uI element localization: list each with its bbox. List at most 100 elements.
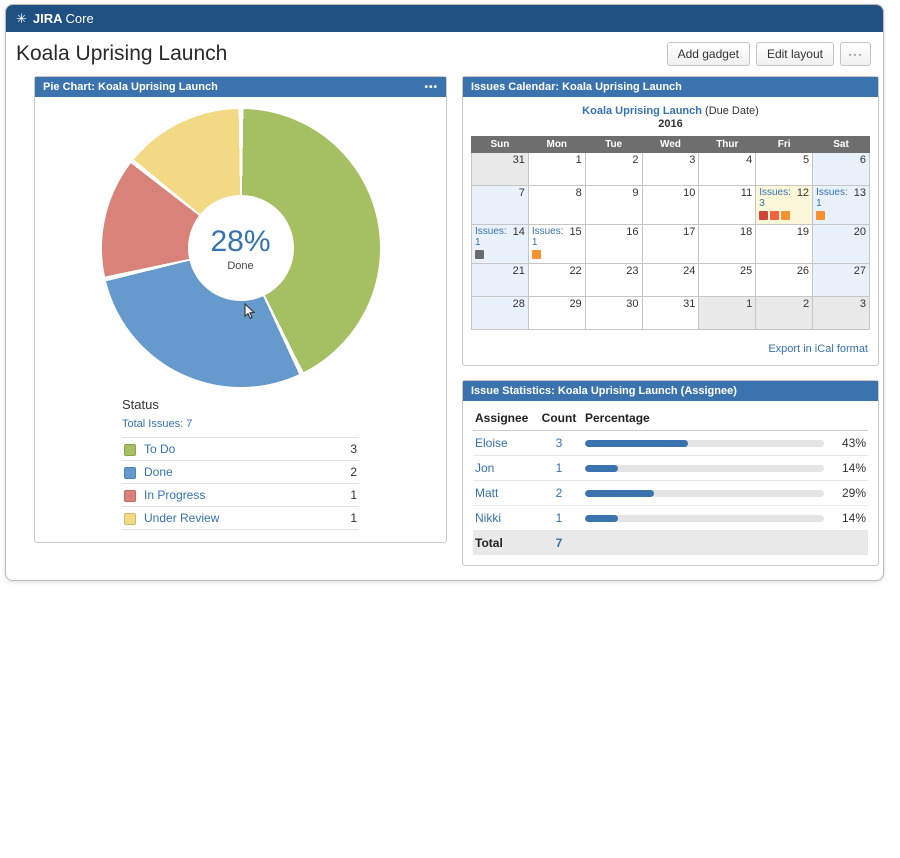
- add-gadget-button[interactable]: Add gadget: [666, 42, 750, 66]
- stats-row: Matt 2 29%: [473, 480, 868, 506]
- legend-swatch-cell: [122, 460, 142, 484]
- status-link[interactable]: Under Review: [144, 511, 220, 525]
- issue-marker-icon[interactable]: [781, 211, 791, 220]
- calendar-week-row: 21 22 23 24 25 26 27: [471, 263, 870, 297]
- percentage-cell: 29%: [583, 480, 868, 506]
- legend-label-cell: In Progress: [142, 483, 334, 507]
- calendar-day-cell: 26: [755, 263, 814, 297]
- mouse-cursor-icon: [243, 303, 255, 320]
- count-link[interactable]: 3: [555, 436, 563, 450]
- pie-gadget-title: Pie Chart: Koala Uprising Launch: [43, 81, 218, 93]
- calendar-issues-link[interactable]: Issues: 3: [759, 187, 791, 209]
- count-link[interactable]: 2: [555, 486, 563, 500]
- status-link[interactable]: To Do: [144, 442, 176, 456]
- count-link[interactable]: 1: [555, 511, 563, 525]
- percentage-bar-fill: [585, 514, 619, 522]
- issue-marker-icon[interactable]: [816, 211, 826, 220]
- count-cell: 3: [535, 430, 583, 456]
- calendar-date: 20: [853, 226, 866, 238]
- calendar-cell-top: 8: [532, 187, 582, 199]
- donut-chart-area: 28% Done: [101, 109, 380, 387]
- pie-gadget-body: 28% Done Status Total Issues: 7 To Do 3: [35, 97, 446, 542]
- calendar-day-cell: 1: [698, 296, 757, 330]
- calendar-date: 2: [802, 298, 810, 310]
- percentage-bar-track: [585, 439, 824, 447]
- calendar-cell-top: 3: [646, 154, 695, 166]
- calendar-date: 22: [569, 265, 582, 277]
- calendar-date: 28: [512, 298, 525, 310]
- project-link[interactable]: Koala Uprising Launch: [582, 105, 702, 117]
- assignee-link[interactable]: Matt: [475, 486, 499, 500]
- calendar-gadget-title: Issues Calendar: Koala Uprising Launch: [471, 81, 682, 93]
- total-issues-label: Total Issues:: [122, 418, 184, 430]
- calendar-day-cell: 7: [471, 185, 529, 225]
- calendar-day-header: Mon: [527, 136, 586, 153]
- calendar-day-cell: 11: [698, 185, 757, 225]
- calendar-day-cell: 25: [698, 263, 757, 297]
- assignee-cell: Eloise: [473, 430, 535, 456]
- calendar-table: Sun Mon Tue Wed Thur Fri Sat 31 1 2 3 4 5 6 7 …: [471, 136, 870, 330]
- issue-marker-icon[interactable]: [475, 250, 484, 259]
- assignee-link[interactable]: Eloise: [475, 436, 508, 450]
- percentage-bar-track: [585, 514, 824, 522]
- assignee-link[interactable]: Jon: [475, 461, 495, 475]
- app-window: ✳ JIRA Core Koala Uprising Launch Add gad…: [5, 4, 884, 581]
- calendar-cell-top: 26: [759, 265, 809, 277]
- count-cell: 1: [535, 505, 583, 531]
- calendar-day-cell: Issues: 1 15: [527, 224, 586, 264]
- calendar-issues-link[interactable]: Issues: 1: [531, 226, 564, 248]
- gadget-menu-button[interactable]: •••: [424, 81, 438, 93]
- pie-legend: Status Total Issues: 7 To Do 3 Done 2 In…: [122, 397, 359, 530]
- calendar-day-cell: 19: [755, 224, 814, 264]
- total-issues-link[interactable]: Total Issues: 7: [122, 418, 192, 430]
- calendar-cell-top: 3: [816, 298, 866, 310]
- calendar-day-cell: 30: [584, 296, 643, 330]
- legend-table: To Do 3 Done 2 In Progress 1 Under Revie…: [122, 437, 359, 530]
- calendar-date: 26: [796, 265, 810, 277]
- percentage-value: 29%: [841, 486, 866, 500]
- done-percentage: 28%: [210, 224, 271, 258]
- total-issues-value: 7: [186, 418, 193, 430]
- count-link[interactable]: 1: [555, 461, 563, 475]
- calendar-cell-top: 19: [759, 226, 809, 238]
- brand-jira: JIRA: [32, 11, 63, 26]
- tools-menu-button[interactable]: ···: [840, 42, 871, 66]
- legend-label-cell: To Do: [142, 437, 334, 461]
- issue-marker-icon[interactable]: [531, 250, 541, 259]
- calendar-issues-link[interactable]: Issues: 1: [475, 226, 507, 248]
- calendar-day-header: Fri: [755, 136, 814, 153]
- calendar-cell-top: 25: [702, 265, 752, 277]
- assignee-link[interactable]: Nikki: [475, 511, 501, 525]
- calendar-cell-top: 18: [702, 226, 752, 238]
- calendar-cell-markers: [531, 250, 582, 262]
- calendar-date: 23: [626, 265, 639, 277]
- calendar-footer: Export in iCal format: [471, 339, 870, 359]
- calendar-cell-top: Issues: 1 14: [475, 226, 525, 248]
- calendar-day-cell: 31: [471, 152, 529, 186]
- total-count-link[interactable]: 7: [555, 536, 563, 550]
- edit-layout-button[interactable]: Edit layout: [755, 42, 834, 66]
- calendar-date: 16: [626, 226, 639, 238]
- calendar-date: 11: [740, 187, 753, 199]
- calendar-date: 14: [512, 226, 525, 238]
- calendar-date: 9: [632, 187, 639, 199]
- export-ical-link[interactable]: Export in iCal format: [768, 343, 868, 355]
- assignee-cell: Jon: [473, 455, 535, 481]
- calendar-day-cell: 3: [812, 296, 870, 330]
- status-link[interactable]: Done: [144, 465, 173, 479]
- legend-row: To Do 3: [122, 437, 359, 461]
- issue-marker-icon[interactable]: [759, 211, 769, 220]
- calendar-day-cell: 20: [812, 224, 870, 264]
- calendar-date: 19: [796, 226, 810, 238]
- calendar-day-cell: 2: [755, 296, 814, 330]
- calendar-cell-top: 31: [646, 298, 695, 310]
- issue-marker-icon[interactable]: [770, 211, 780, 220]
- percentage-bar-wrap: 43%: [585, 436, 866, 450]
- calendar-issues-link[interactable]: Issues: 1: [816, 187, 848, 209]
- brand-wordmark[interactable]: JIRA Core: [33, 11, 94, 26]
- percentage-bar-track: [585, 464, 824, 472]
- pie-chart-gadget: Pie Chart: Koala Uprising Launch ••• 28%…: [34, 76, 447, 543]
- status-link[interactable]: In Progress: [144, 488, 206, 502]
- jira-logo-icon[interactable]: ✳: [16, 11, 27, 26]
- calendar-date: 3: [859, 298, 866, 310]
